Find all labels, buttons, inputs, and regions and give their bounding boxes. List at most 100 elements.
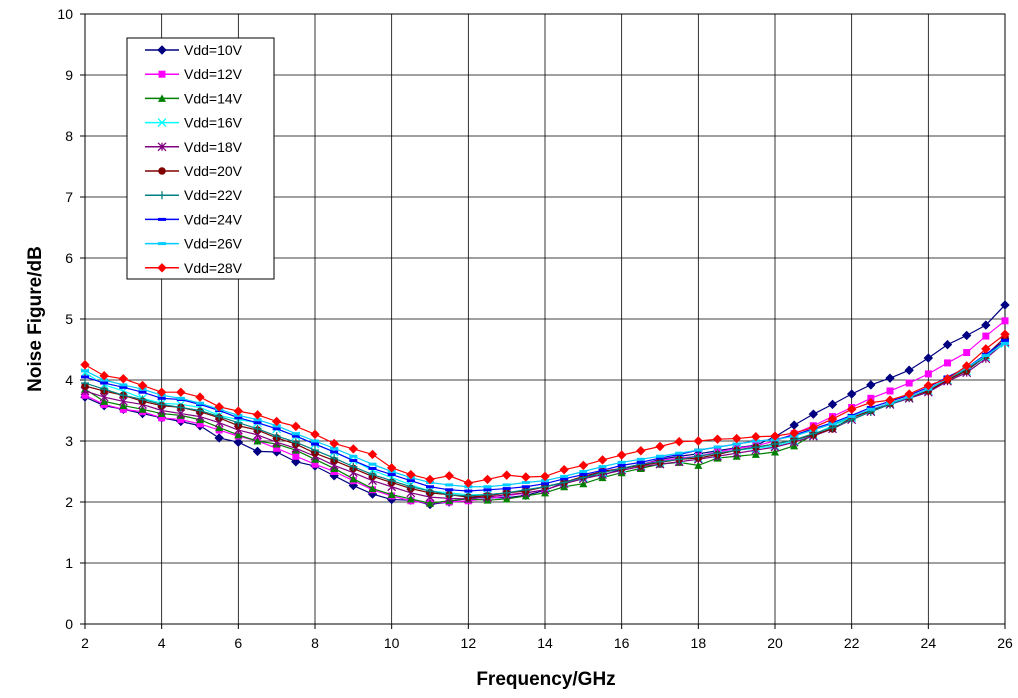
data-point [502, 494, 511, 503]
data-point [80, 360, 90, 370]
data-point [311, 460, 319, 468]
data-point [942, 339, 953, 350]
data-point [751, 450, 760, 458]
data-point [541, 482, 549, 486]
data-point [1001, 338, 1009, 342]
data-point [674, 436, 684, 447]
data-point [579, 479, 588, 488]
data-point [367, 449, 378, 460]
data-point [463, 478, 474, 488]
x-tick-label: 6 [234, 635, 242, 651]
legend-label: Vdd=26V [184, 236, 243, 252]
series-vdd-28v [80, 329, 1010, 488]
data-point [196, 406, 204, 415]
data-point [904, 389, 914, 399]
data-point [349, 474, 358, 483]
data-point [636, 457, 645, 461]
data-point [253, 424, 262, 433]
data-point [368, 462, 377, 466]
data-point [81, 391, 89, 399]
data-point [234, 416, 243, 420]
data-point [214, 433, 224, 443]
legend-item: Vdd=18V [145, 139, 243, 155]
data-point [195, 392, 205, 402]
data-point [272, 432, 281, 441]
data-point [961, 361, 972, 371]
x-tick-label: 16 [614, 635, 630, 651]
data-point [445, 483, 454, 487]
data-point [885, 373, 895, 383]
legend-item: Vdd=12V [145, 66, 243, 82]
data-point [694, 452, 703, 461]
data-point [886, 387, 894, 395]
data-point [483, 488, 492, 492]
data-point [1000, 329, 1010, 339]
data-point [693, 436, 704, 446]
data-point [138, 405, 147, 413]
legend-swatch-marker [157, 45, 167, 55]
data-point [961, 330, 972, 341]
data-point [349, 462, 358, 471]
data-point [847, 415, 856, 419]
legend-box [126, 37, 275, 280]
legend-swatch-marker [157, 118, 167, 128]
x-tick-label: 8 [311, 635, 319, 651]
data-point [386, 463, 397, 473]
data-point [349, 459, 358, 463]
data-point [636, 460, 645, 464]
data-point [444, 471, 454, 481]
data-point [636, 446, 646, 456]
data-point [100, 385, 109, 394]
data-point [923, 380, 934, 391]
data-point [311, 439, 319, 443]
y-tick-label: 8 [65, 128, 73, 144]
data-point [138, 390, 147, 394]
legend-label: Vdd=18V [184, 139, 243, 155]
data-point [866, 405, 875, 409]
data-point [1000, 300, 1010, 310]
data-point [138, 395, 147, 404]
data-point [426, 485, 434, 489]
data-point [712, 434, 723, 444]
data-point [119, 385, 128, 389]
legend-label: Vdd=16V [184, 115, 243, 131]
data-point [406, 494, 415, 503]
x-tick-label: 22 [844, 635, 860, 651]
data-point [771, 447, 779, 456]
legend-label: Vdd=28V [184, 260, 243, 276]
data-point [502, 483, 511, 487]
data-point [866, 397, 876, 408]
data-point [713, 449, 722, 458]
data-point [157, 396, 166, 400]
data-point [176, 396, 185, 400]
data-point [253, 437, 262, 445]
data-point [99, 371, 109, 381]
data-point [158, 414, 166, 422]
data-point [445, 488, 454, 492]
data-point [387, 473, 396, 477]
data-point [655, 441, 665, 452]
y-tick-label: 5 [65, 311, 73, 327]
data-point [905, 379, 913, 387]
legend-item: Vdd=26V [145, 236, 243, 252]
data-point [119, 383, 128, 387]
x-tick-label: 2 [81, 635, 89, 651]
data-point [137, 380, 148, 391]
y-tick-label: 1 [65, 555, 73, 571]
data-point [502, 487, 511, 491]
data-point [694, 461, 703, 469]
y-tick-label: 2 [65, 494, 73, 510]
data-point [81, 379, 89, 388]
data-point [827, 399, 838, 410]
data-point [177, 416, 185, 424]
legend-swatch-marker [158, 217, 166, 221]
data-point [214, 402, 224, 412]
data-point [808, 409, 819, 419]
y-tick-label: 4 [65, 372, 73, 388]
legend-label: Vdd=24V [184, 211, 243, 227]
legend-item: Vdd=10V [145, 42, 243, 58]
data-point [253, 418, 262, 422]
data-point [272, 427, 281, 431]
y-tick-label: 6 [65, 250, 73, 266]
